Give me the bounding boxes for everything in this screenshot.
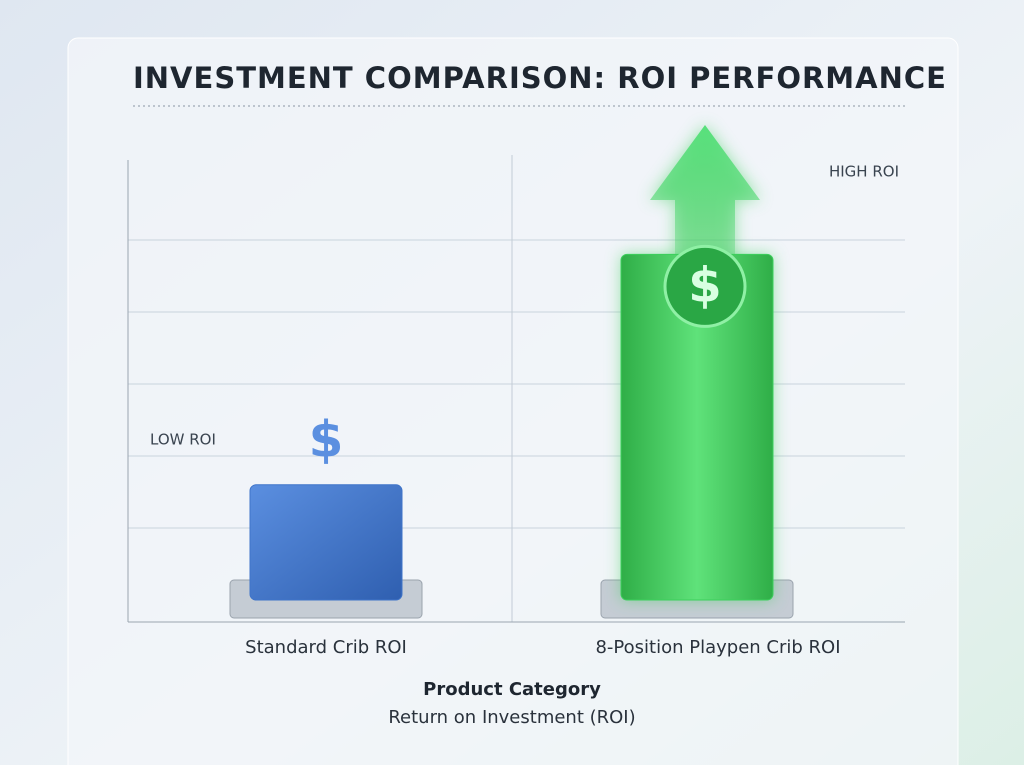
x-tick-label: Standard Crib ROI bbox=[245, 637, 407, 658]
chart-title: INVESTMENT COMPARISON: ROI PERFORMANCE bbox=[133, 61, 947, 95]
dollar-icon: $ bbox=[688, 257, 721, 313]
coin bbox=[663, 244, 747, 328]
bar bbox=[249, 484, 403, 601]
annotation: HIGH ROI bbox=[829, 163, 899, 181]
annotation: LOW ROI bbox=[150, 431, 216, 449]
x-axis-title: Product Category bbox=[423, 679, 601, 700]
dollar-icon: $ bbox=[309, 410, 344, 468]
arrow bbox=[650, 125, 760, 270]
axis-subtitle: Return on Investment (ROI) bbox=[388, 707, 635, 728]
bars: $$ bbox=[229, 244, 794, 619]
x-tick-label: 8-Position Playpen Crib ROI bbox=[595, 637, 840, 658]
